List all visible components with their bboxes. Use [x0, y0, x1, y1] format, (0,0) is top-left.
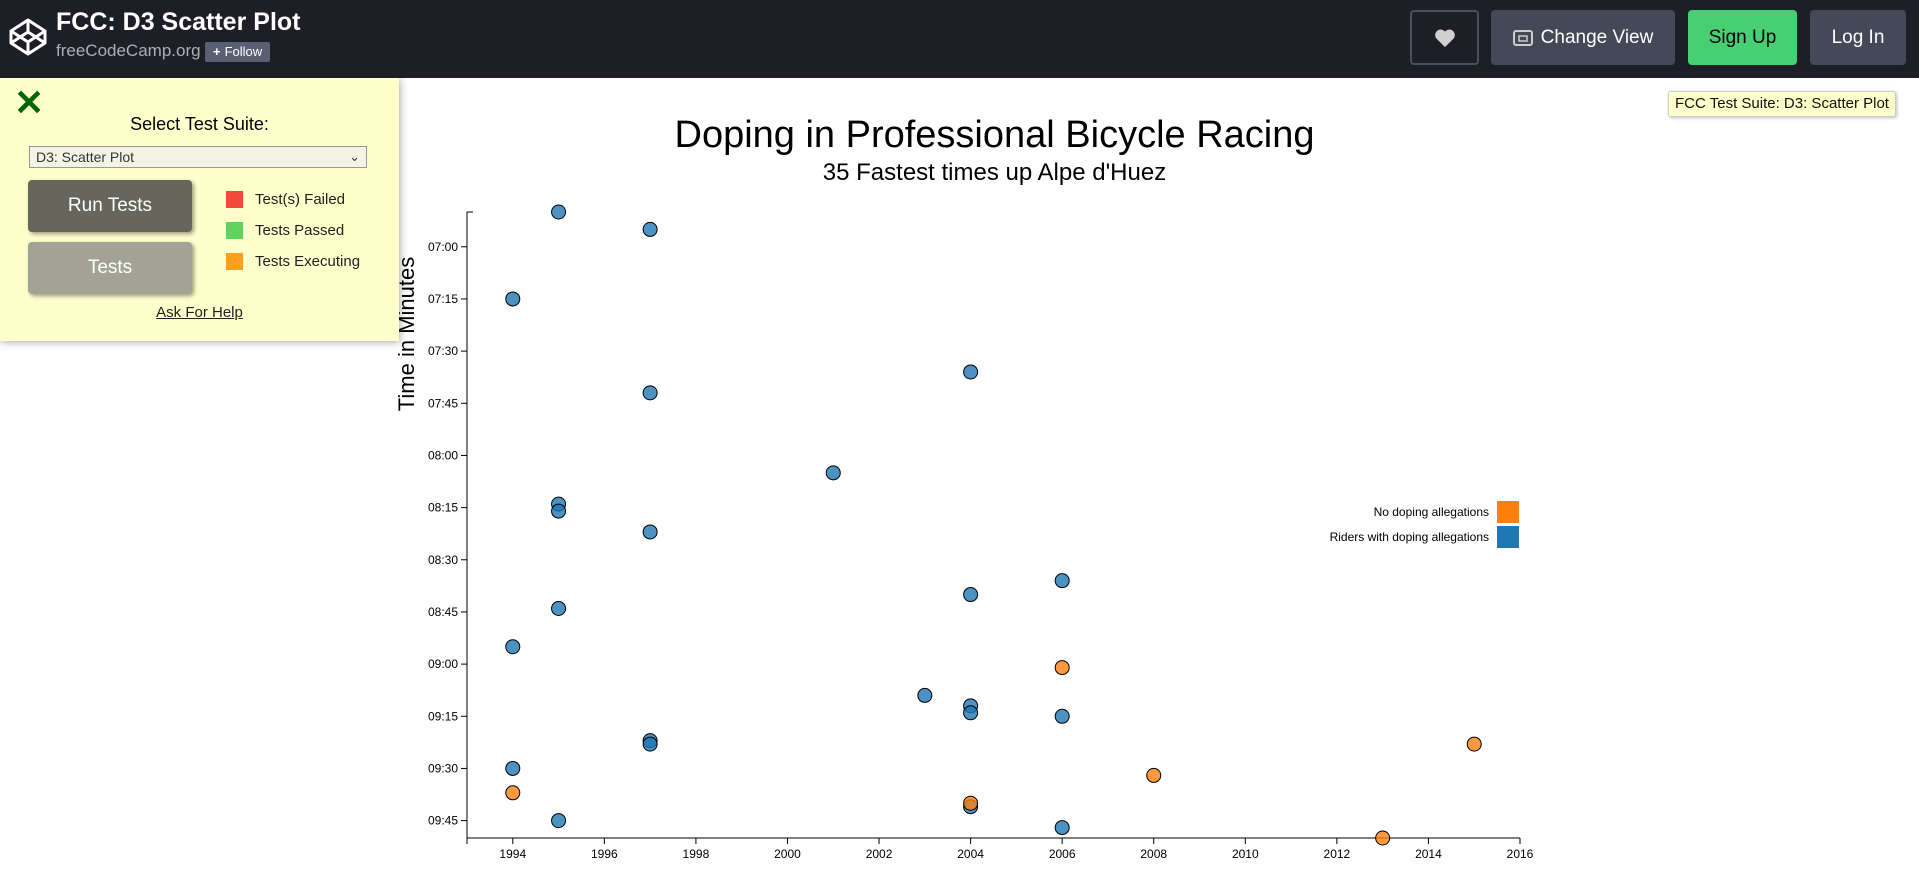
pen-owner[interactable]: freeCodeCamp.org — [56, 41, 201, 60]
select-suite-label: Select Test Suite: — [130, 114, 269, 134]
data-point — [642, 385, 658, 401]
test-suite-tooltip: FCC Test Suite: D3: Scatter Plot — [1668, 91, 1896, 117]
log-in-label: Log In — [1831, 26, 1885, 48]
y-tick-label: 08:45 — [428, 605, 458, 619]
x-tick-label: 2004 — [957, 847, 984, 861]
x-tick-label: 2016 — [1507, 847, 1534, 861]
data-point — [551, 204, 567, 220]
heart-icon — [1434, 29, 1455, 47]
follow-label: Follow — [224, 44, 263, 59]
sign-up-label: Sign Up — [1708, 26, 1777, 48]
legend-swatch — [1497, 501, 1519, 523]
data-point — [1054, 573, 1070, 589]
data-point — [1375, 830, 1391, 846]
codepen-logo-icon[interactable] — [8, 17, 48, 57]
y-tick-label: 07:00 — [428, 240, 458, 254]
run-tests-label: Run Tests — [67, 195, 153, 216]
data-point — [505, 785, 521, 801]
data-point — [505, 291, 521, 307]
sign-up-button[interactable]: Sign Up — [1688, 10, 1797, 65]
top-bar: FCC: D3 Scatter Plot freeCodeCamp.org + F… — [0, 0, 1919, 78]
x-tick-label: 2008 — [1140, 847, 1167, 861]
passed-swatch — [226, 222, 243, 239]
data-point — [825, 465, 841, 481]
fcc-test-panel: ✕ Select Test Suite: D3: Scatter Plot ⌄ … — [0, 78, 399, 341]
data-point — [551, 600, 567, 616]
data-point — [551, 813, 567, 829]
data-point — [642, 736, 658, 752]
chart-title: Doping in Professional Bicycle Racing — [674, 114, 1315, 156]
failed-label: Test(s) Failed — [255, 191, 346, 208]
chevron-down-icon: ⌄ — [349, 149, 360, 164]
y-tick-label: 08:15 — [428, 501, 458, 515]
executing-swatch — [226, 253, 243, 270]
legend-label: Riders with doping allegations — [1330, 530, 1489, 544]
like-button[interactable] — [1410, 10, 1479, 65]
y-tick-label: 09:45 — [428, 814, 458, 828]
change-view-label: Change View — [1540, 26, 1654, 48]
y-tick-label: 09:00 — [428, 657, 458, 671]
data-point — [642, 524, 658, 540]
data-point — [963, 795, 979, 811]
x-tick-label: 2014 — [1415, 847, 1442, 861]
data-point — [505, 760, 521, 776]
tests-button[interactable]: Tests — [28, 242, 192, 294]
plus-icon: + — [213, 44, 221, 59]
data-point — [1146, 767, 1162, 783]
x-tick-label: 2000 — [774, 847, 801, 861]
pen-title: FCC: D3 Scatter Plot — [56, 8, 301, 36]
legend-passed: Tests Passed — [226, 222, 344, 239]
test-suite-select[interactable]: D3: Scatter Plot ⌄ — [29, 146, 367, 168]
tests-label: Tests — [87, 257, 133, 278]
executing-label: Tests Executing — [255, 253, 361, 270]
data-point — [1054, 708, 1070, 724]
data-point — [963, 364, 979, 380]
legend-label: No doping allegations — [1374, 505, 1489, 519]
y-tick-label: 08:30 — [428, 553, 458, 567]
change-view-button[interactable]: Change View — [1491, 10, 1675, 65]
x-tick-label: 2006 — [1049, 847, 1076, 861]
x-tick-label: 1998 — [683, 847, 710, 861]
data-point — [505, 639, 521, 655]
layout-icon — [1512, 29, 1533, 46]
x-tick-label: 1996 — [591, 847, 618, 861]
x-tick-label: 2012 — [1324, 847, 1351, 861]
y-tick-label: 07:30 — [428, 344, 458, 358]
chart-subtitle: 35 Fastest times up Alpe d'Huez — [822, 159, 1167, 186]
failed-swatch — [226, 191, 243, 208]
y-tick-label: 08:00 — [428, 448, 458, 462]
x-tick-label: 1994 — [499, 847, 526, 861]
y-tick-label: 09:30 — [428, 761, 458, 775]
data-point — [963, 705, 979, 721]
ask-for-help-link[interactable]: Ask For Help — [156, 304, 243, 321]
y-tick-label: 07:15 — [428, 292, 458, 306]
data-point — [551, 503, 567, 519]
data-point — [963, 587, 979, 603]
x-tick-label: 2010 — [1232, 847, 1259, 861]
x-tick-label: 2002 — [866, 847, 893, 861]
close-icon[interactable]: ✕ — [14, 82, 45, 123]
run-tests-button[interactable]: Run Tests — [28, 180, 192, 232]
y-tick-label: 09:15 — [428, 709, 458, 723]
legend-executing: Tests Executing — [226, 253, 360, 270]
y-tick-label: 07:45 — [428, 396, 458, 410]
passed-label: Tests Passed — [255, 222, 345, 239]
data-point — [1054, 820, 1070, 836]
data-point — [642, 221, 658, 237]
data-point — [917, 687, 933, 703]
data-point — [1466, 736, 1482, 752]
selected-suite: D3: Scatter Plot — [36, 149, 135, 165]
follow-button[interactable]: + Follow — [205, 42, 271, 62]
log-in-button[interactable]: Log In — [1810, 10, 1906, 65]
legend-failed: Test(s) Failed — [226, 191, 345, 208]
data-point — [1054, 660, 1070, 676]
legend-swatch — [1497, 526, 1519, 548]
